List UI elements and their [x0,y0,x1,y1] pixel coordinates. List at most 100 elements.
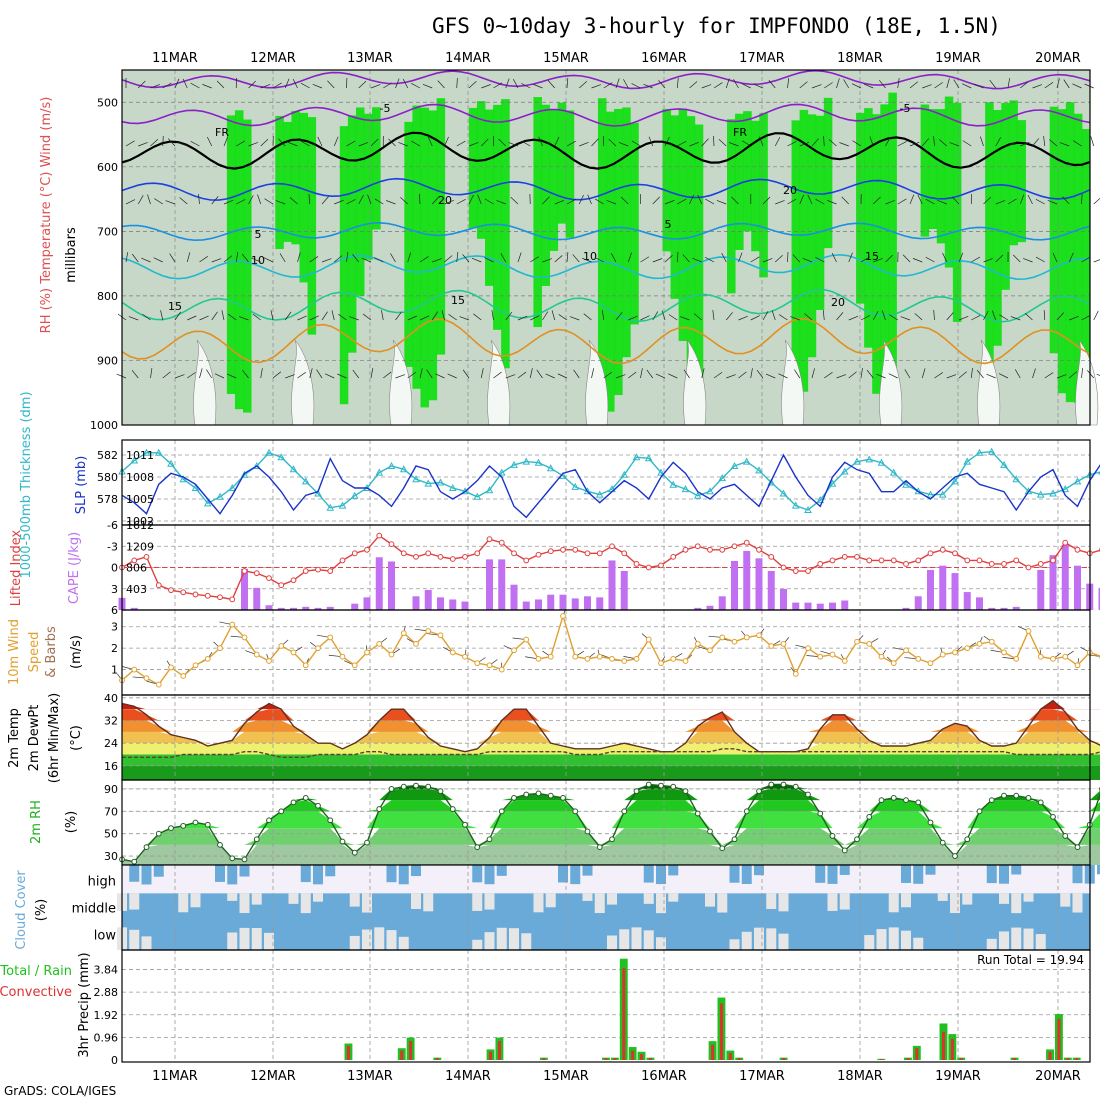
wind-barb [334,199,344,205]
wind-barb [456,77,458,89]
wind-barb [615,311,623,321]
wind-barb [889,314,898,321]
lifted-tick: 6 [111,604,118,617]
high-cloud-cell [141,865,152,885]
rh-point [854,836,860,843]
lifted-index-point [988,561,995,567]
high-cloud-cell [925,865,936,875]
wind-barb [692,257,702,263]
wind-speed-point [388,651,395,658]
wind-barb [733,79,739,89]
top-day-labels: 11MAR 12MAR 13MAR 14MAR 15MAR 16MAR 17MAR 18MAR… [152,51,1081,66]
wind-barb [370,368,374,379]
lifted-tick: 0 [111,562,118,575]
high-cloud-cell [827,865,838,884]
thickness-point [130,456,139,464]
rh-moist-cell [468,107,478,229]
panel-ylabel-line: (°C) [69,725,84,751]
wind-barb [395,311,402,321]
bottom-day-label: 12MAR [250,1069,296,1084]
precip-conv-bar [1075,1058,1079,1060]
rh-moist-cell [565,110,575,238]
high-cloud-cell [754,865,764,876]
wind-barb [631,140,641,147]
rh-point [155,830,162,837]
thickness-point [730,461,739,469]
wind-barb [444,255,453,263]
thickness-point [510,460,518,468]
lifted-tick: 3 [111,583,118,596]
wind-barb [668,314,678,321]
wind-barb [346,252,349,263]
cape-bar [1098,587,1100,610]
wind-barb [618,142,629,147]
panel-ylabel: (%) [64,811,79,834]
panel-ylabel-line: 2m Temp [7,708,22,768]
wind-barb [297,372,306,379]
wind-barb [866,369,874,379]
panel-ylabel: (°C) [69,725,84,751]
panel-ylabel-line: Lifted Index [9,529,24,606]
high-cloud-cell [901,865,911,883]
panel-ylabel-line: millibars [64,227,79,283]
bottom-day-labels: 11MAR 12MAR 13MAR 14MAR 15MAR 16MAR 17MAR 18MAR… [152,1069,1081,1084]
rh-point [829,833,836,839]
rh-point [168,825,174,831]
temp-band [122,765,1100,780]
temp-tick: 24 [104,737,118,750]
panel-ylabel: (6hr Min/Max) [47,693,62,783]
wind-barb [275,200,286,205]
isotherm-label: 20 [438,194,452,207]
rh-moist-cell [372,107,381,230]
lifted-index-point [670,553,677,560]
wind-barb [381,310,384,321]
wind-barb [731,196,739,205]
mid-cloud-gap [129,893,140,910]
wind-barb [591,138,599,147]
wind-barb [374,198,384,205]
wind-barb [603,371,613,379]
thickness-tick: 580 [97,471,118,484]
mid-cloud-gap [717,893,728,913]
wind-barb [150,138,159,147]
thickness-point [816,496,825,504]
wind-barb [655,373,666,379]
low-cloud-gap [398,936,409,950]
wind-barb [873,196,881,205]
wind-barb [682,254,690,263]
lifted-index-point [388,541,395,548]
wind-barb [925,256,935,263]
wind-barb [187,372,196,379]
high-cloud-cell [215,865,225,882]
temp-band [122,700,1100,710]
mid-cloud-gap [362,893,372,913]
mid-cloud-gap [349,893,360,907]
precip-conv-bar [711,1044,715,1060]
rh-point [364,839,370,846]
wind-barb [778,314,788,321]
rh-point [547,792,554,799]
rh-moist-cell [920,104,930,237]
wind-barb [400,197,408,205]
wind-barb [718,138,727,147]
cape-bar [620,570,628,610]
wind-speed-point [866,640,873,647]
rh-point [143,844,150,851]
wind-barb [331,310,335,321]
wind-barb [986,373,996,379]
panel-ylabel: (m/s) [69,635,84,669]
lifted-index-point [204,592,211,599]
thickness-point [804,505,812,513]
wind-barb [542,258,552,263]
high-cloud-cell [239,865,250,877]
wind-barb [444,199,454,205]
panel-ylabel: Cloud Cover [14,870,29,950]
rh-point [866,814,873,820]
wind-barb [888,373,898,379]
rh-point [400,783,407,790]
wind-barb [738,315,748,321]
temp-band [122,720,1100,732]
rh-moist-cell [815,115,825,310]
wind-barb [177,141,188,147]
